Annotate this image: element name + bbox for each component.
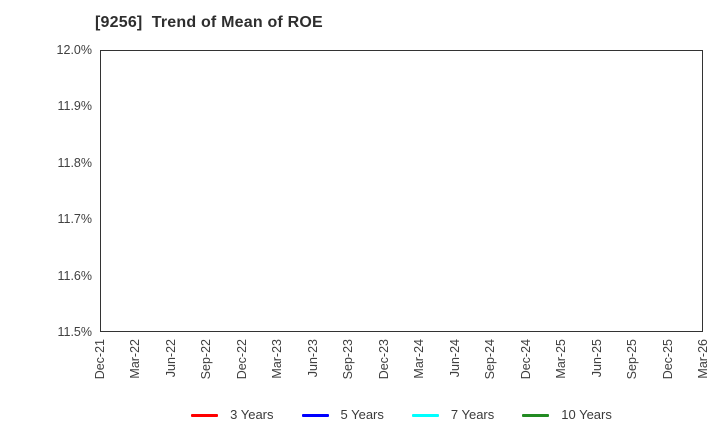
x-tick-label: Mar-23 bbox=[270, 339, 285, 379]
y-tick-label: 12.0% bbox=[56, 43, 92, 57]
chart-legend: 3 Years 5 Years 7 Years 10 Years bbox=[100, 403, 703, 427]
x-tick-label: Mar-22 bbox=[128, 339, 143, 379]
x-tick-label: Dec-24 bbox=[518, 339, 533, 380]
x-tick-label: Mar-24 bbox=[412, 339, 427, 379]
legend-item-3-years: 3 Years bbox=[191, 407, 274, 423]
legend-item-10-years: 10 Years bbox=[522, 407, 612, 423]
legend-label: 5 Years bbox=[340, 407, 384, 422]
chart-title: [9256] Trend of Mean of ROE bbox=[95, 14, 323, 31]
x-tick-label: Sep-22 bbox=[199, 339, 214, 380]
y-tick-label: 11.6% bbox=[57, 268, 92, 283]
legend-item-5-years: 5 Years bbox=[301, 407, 384, 423]
x-tick-label: Mar-25 bbox=[554, 339, 569, 379]
y-tick-label: 11.5% bbox=[57, 325, 92, 339]
legend-line-swatch bbox=[301, 413, 329, 417]
y-tick-label: 11.9% bbox=[57, 99, 92, 114]
legend-line-swatch bbox=[191, 413, 219, 417]
x-tick-label: Dec-25 bbox=[660, 339, 675, 380]
x-tick-label: Jun-24 bbox=[447, 339, 462, 378]
x-tick-label: Sep-24 bbox=[483, 339, 498, 380]
x-tick-label: Sep-25 bbox=[625, 339, 640, 380]
x-tick-label: Mar-26 bbox=[696, 339, 710, 379]
x-tick-label: Jun-25 bbox=[589, 339, 604, 378]
legend-item-7-years: 7 Years bbox=[411, 407, 495, 423]
plot-area bbox=[100, 50, 703, 332]
y-tick-label: 11.8% bbox=[57, 155, 92, 170]
x-tick-label: Dec-22 bbox=[234, 339, 249, 380]
x-tick-label: Jun-22 bbox=[163, 339, 178, 378]
x-tick-label: Sep-23 bbox=[341, 339, 356, 380]
legend-label: 7 Years bbox=[450, 407, 495, 422]
x-tick-label: Dec-23 bbox=[376, 339, 391, 380]
x-tick-label: Jun-23 bbox=[305, 339, 320, 378]
legend-line-swatch bbox=[522, 413, 550, 417]
legend-label: 10 Years bbox=[561, 407, 612, 422]
legend-label: 3 Years bbox=[230, 407, 274, 422]
x-tick-label: Dec-21 bbox=[93, 339, 107, 380]
y-tick-label: 11.7% bbox=[57, 212, 92, 227]
legend-line-swatch bbox=[411, 413, 439, 417]
